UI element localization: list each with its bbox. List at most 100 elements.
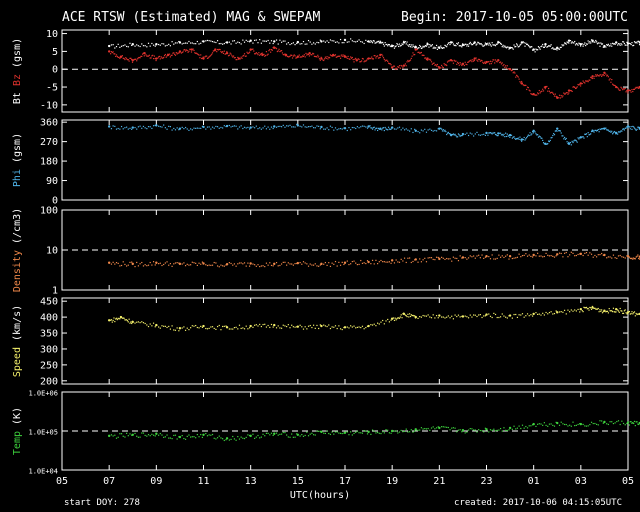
- phi-sample: [525, 138, 527, 140]
- phi-sample: [220, 126, 222, 129]
- mag-sample: [318, 58, 321, 60]
- phi-sample: [601, 128, 604, 130]
- x-axis-label: UTC(hours): [289, 490, 351, 501]
- mag-sample: [202, 56, 204, 58]
- mag-sample: [324, 41, 326, 43]
- phi-sample: [168, 125, 170, 127]
- phi-sample: [624, 127, 626, 129]
- mag-sample: [371, 42, 374, 44]
- phi-sample: [387, 129, 389, 131]
- mag-sample: [575, 87, 577, 89]
- speed-sample: [626, 313, 628, 315]
- phi-sample: [497, 134, 499, 137]
- mag-sample: [233, 57, 236, 59]
- mag-point: [438, 46, 441, 50]
- speed-sample: [341, 328, 343, 331]
- mag-sample: [543, 46, 545, 48]
- mag-sample: [523, 42, 525, 44]
- mag-sample: [282, 53, 284, 56]
- density-sample: [616, 257, 618, 260]
- mag-sample: [553, 48, 555, 50]
- mag-sample: [322, 59, 324, 61]
- speed-sample: [400, 314, 402, 316]
- temp-sample: [355, 431, 357, 433]
- temp-sample: [550, 423, 552, 425]
- speed-sample: [493, 312, 495, 314]
- density-sample: [146, 265, 148, 267]
- mag-sample: [187, 51, 189, 53]
- mag-point: [567, 89, 571, 92]
- speed-sample: [314, 327, 316, 329]
- mag-sample: [116, 55, 118, 58]
- speed-sample: [574, 309, 576, 311]
- temp-sample: [169, 437, 172, 439]
- mag-sample: [445, 63, 447, 66]
- mag-sample: [489, 60, 492, 62]
- mag-sample: [170, 54, 172, 57]
- mag-sample: [551, 91, 553, 93]
- phi-sample: [447, 131, 449, 134]
- mag-sample: [536, 49, 538, 51]
- mag-sample: [457, 42, 460, 44]
- mag-point: [414, 48, 417, 51]
- mag-sample: [395, 45, 397, 47]
- mag-sample: [307, 53, 309, 55]
- speed-ytick-label: 250: [40, 360, 58, 371]
- mag-sample: [398, 66, 400, 68]
- phi-point: [438, 127, 441, 130]
- speed-sample: [116, 319, 118, 321]
- speed-sample: [220, 329, 222, 331]
- mag-sample: [174, 54, 177, 56]
- mag-sample: [173, 52, 175, 54]
- mag-sample: [551, 47, 553, 50]
- temp-sample: [454, 427, 456, 429]
- phi-sample: [523, 136, 525, 139]
- phi-point: [449, 133, 453, 137]
- phi-sample: [151, 127, 153, 130]
- mag-sample: [237, 41, 239, 43]
- mag-sample: [506, 65, 508, 67]
- speed-sample: [525, 315, 527, 317]
- x-tick-label: 01: [528, 476, 540, 487]
- phi-sample: [598, 131, 600, 133]
- density-sample: [498, 254, 500, 256]
- speed-sample: [336, 327, 338, 330]
- density-sample: [611, 257, 613, 259]
- start-doy: start DOY: 278: [64, 498, 140, 508]
- speed-sample: [601, 312, 604, 314]
- speed-sample: [401, 317, 403, 319]
- mag-sample: [341, 42, 343, 44]
- mag-sample: [198, 43, 200, 45]
- density-sample: [254, 264, 256, 266]
- speed-sample: [223, 325, 225, 327]
- phi-sample: [625, 127, 627, 129]
- mag-sample: [145, 54, 147, 56]
- speed-sample: [560, 311, 562, 313]
- temp-sample: [621, 420, 623, 422]
- mag-sample: [562, 45, 564, 47]
- phi-point: [544, 142, 547, 145]
- mag-sample: [612, 84, 615, 86]
- density-sample: [459, 255, 461, 257]
- mag-sample: [478, 58, 481, 61]
- density-sample: [312, 264, 315, 266]
- phi-sample: [328, 129, 330, 131]
- temp-sample: [373, 430, 375, 433]
- mag-sample: [448, 60, 450, 62]
- phi-sample: [524, 139, 526, 141]
- mag-sample: [635, 41, 637, 43]
- mag-point: [402, 41, 406, 44]
- temp-sample: [366, 433, 369, 435]
- temp-sample: [255, 436, 257, 438]
- speed-sample: [596, 308, 599, 310]
- mag-sample: [484, 42, 487, 44]
- temp-sample: [434, 428, 436, 430]
- mag-sample: [361, 41, 364, 43]
- temp-sample: [287, 436, 289, 438]
- mag-sample: [626, 41, 628, 43]
- speed-sample: [164, 325, 166, 327]
- mag-sample: [171, 41, 173, 43]
- temp-sample: [328, 432, 330, 435]
- phi-sample: [595, 130, 598, 132]
- speed-sample: [606, 310, 609, 312]
